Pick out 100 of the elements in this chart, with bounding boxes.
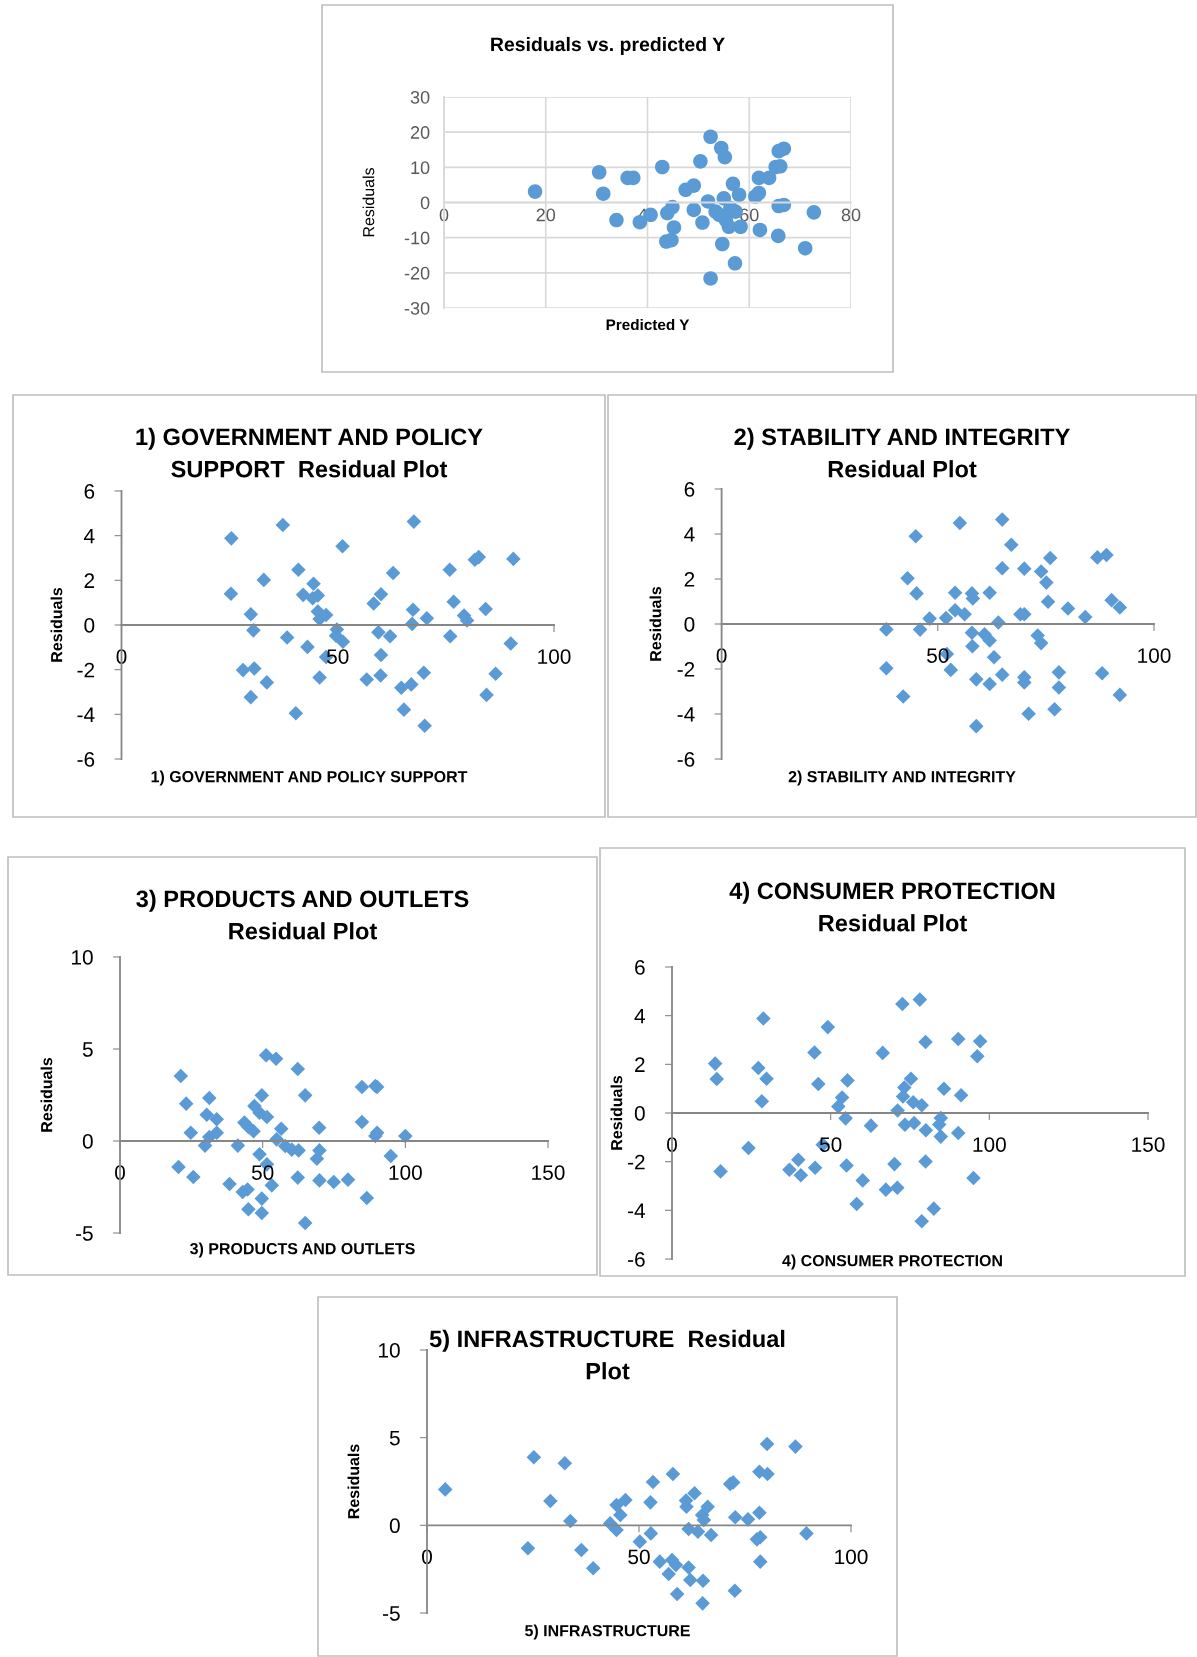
point [241,1201,256,1217]
point [709,1071,725,1087]
point [1033,635,1049,651]
y-tick-label: -6 [77,752,95,767]
point [171,1159,186,1175]
point [394,680,409,696]
point [918,1122,934,1138]
point [972,1033,988,1049]
point [1017,561,1032,576]
point [887,1156,902,1172]
y-tick-label: 5 [82,1042,93,1057]
point [254,1205,270,1221]
point [300,639,315,655]
point [173,1068,189,1084]
point [909,586,924,601]
point [297,1215,313,1231]
point [994,512,1010,527]
point [751,185,767,201]
point [686,202,702,218]
y-tick-label: -10 [404,231,430,245]
y-tick-label: -4 [77,707,95,722]
point [264,1178,280,1193]
point [479,687,494,703]
point [933,1129,949,1144]
chart-title: 3) PRODUCTS AND OUTLETS Residual Plot [136,889,469,940]
point [312,1173,327,1188]
point [371,625,386,640]
point [403,677,419,692]
point [1051,665,1067,680]
point [406,514,422,529]
x-tick-label: 20 [536,208,556,222]
point [1051,680,1067,695]
point [183,1125,199,1140]
x-axis-title: 1) GOVERNMENT AND POLICY SUPPORT [151,770,468,786]
y-tick-label: 6 [684,482,695,497]
point [632,1534,648,1549]
y-axis-title: Residuals [649,586,662,661]
point [703,1527,719,1543]
point [273,1121,289,1136]
point [396,702,412,717]
point [807,1160,823,1176]
point [727,256,743,271]
point [373,586,389,602]
point [478,601,493,617]
point [756,1011,771,1026]
point [246,1123,261,1139]
point [752,222,768,238]
y-axis-title: Residuals [610,1075,623,1150]
point [520,1541,536,1556]
point [222,1176,237,1192]
point [690,1524,706,1539]
point [258,1047,274,1063]
point [235,662,251,678]
point [840,1073,855,1088]
point [1060,601,1076,616]
x-axis-title: 5) INFRASTRUCTURE [525,1624,690,1640]
point [669,1586,685,1602]
point [1094,665,1110,681]
y-tick-label: 10 [72,950,93,965]
point [416,665,432,681]
point [246,623,261,638]
point [1040,594,1056,610]
point [788,1439,803,1454]
x-tick-label: 50 [628,1549,650,1565]
point [681,1560,696,1575]
chart-title: 4) CONSUMER PROTECTION Residual Plot [729,881,1055,932]
point [359,672,375,687]
point [943,662,959,678]
point [335,634,351,650]
y-tick-label: 2 [84,573,95,588]
point [209,1112,225,1127]
point [1077,609,1093,625]
y-tick-label: -6 [677,752,695,767]
point [254,1088,270,1103]
point [309,1151,325,1166]
point [760,1466,775,1482]
point [557,1455,573,1471]
point [591,164,607,180]
point [686,178,702,193]
point [695,1573,711,1589]
y-tick-label: 4 [684,527,695,542]
x-tick-label: 0 [667,1137,677,1152]
point [613,1507,628,1523]
y-tick-label: 0 [634,1106,645,1121]
x-tick-label: 100 [1138,648,1171,663]
y-tick-label: 5 [389,1430,400,1446]
y-tick-label: 20 [410,126,430,139]
point [506,551,521,567]
point [947,585,963,601]
point [178,1096,194,1111]
y-tick-label: -5 [383,1606,400,1621]
point [965,638,980,654]
point [385,565,401,581]
point [982,676,997,692]
point [243,689,259,705]
point [543,1493,558,1509]
point [275,517,291,533]
point [855,1173,870,1188]
y-tick-label: 4 [634,1008,645,1024]
point [417,718,432,734]
